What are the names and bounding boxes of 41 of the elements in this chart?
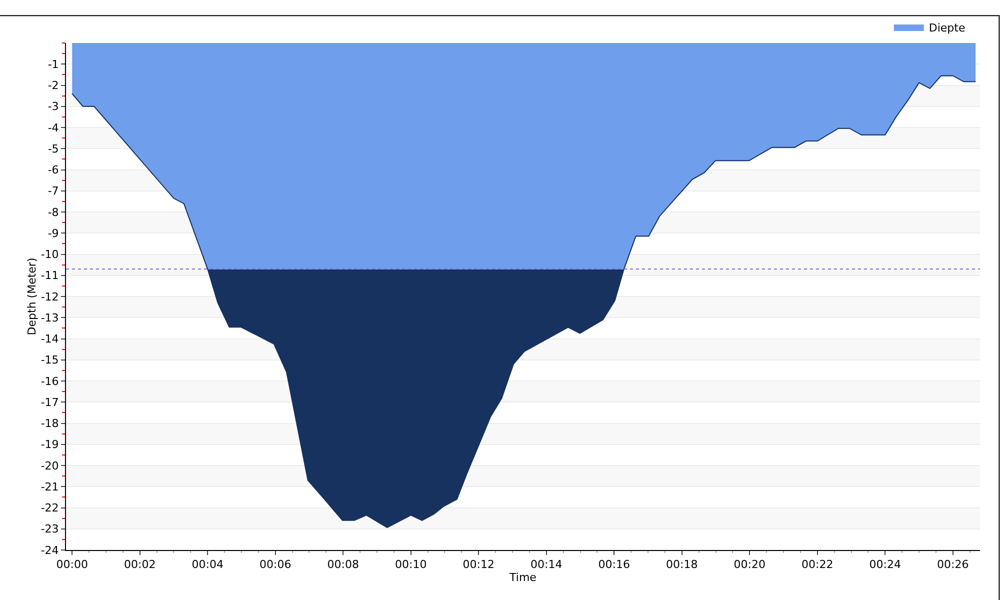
x-tick-label: 00:20 — [734, 558, 766, 572]
y-tick-label: -13 — [40, 311, 59, 324]
y-tick-label: -12 — [40, 290, 59, 304]
x-tick-label: 00:06 — [260, 558, 292, 572]
y-tick-label: -7 — [48, 184, 59, 198]
y-tick-label: -17 — [40, 396, 59, 409]
y-tick-label: -8 — [48, 206, 59, 219]
y-tick-label: -14 — [40, 332, 59, 346]
y-tick-label: -24 — [40, 544, 59, 557]
x-tick-label: 00:00 — [56, 558, 88, 572]
y-tick-label: -1 — [48, 58, 59, 71]
x-tick-label: 00:14 — [530, 558, 562, 572]
x-tick-label: 00:24 — [869, 558, 901, 572]
y-tick-label: -5 — [48, 142, 59, 156]
x-tick-label: 00:02 — [124, 558, 156, 572]
y-tick-label: -23 — [40, 522, 59, 536]
x-tick-label: 00:04 — [192, 558, 224, 572]
y-tick-label: -9 — [48, 226, 59, 240]
y-tick-label: -3 — [48, 100, 59, 114]
x-tick-label: 00:12 — [462, 558, 494, 572]
y-tick-label: -15 — [40, 354, 59, 367]
y-tick-label: -11 — [40, 269, 59, 282]
x-tick-label: 00:08 — [327, 558, 359, 572]
x-tick-label: 00:10 — [395, 558, 427, 572]
y-tick-label: -6 — [48, 164, 59, 177]
y-tick-label: -4 — [48, 121, 59, 134]
x-tick-label: 00:22 — [802, 558, 834, 572]
y-tick-label: -16 — [40, 374, 59, 388]
y-axis-title: Depth (Meter) — [25, 258, 38, 336]
y-tick-label: -22 — [40, 502, 59, 515]
x-axis-title: Time — [508, 571, 537, 584]
y-tick-label: -18 — [40, 417, 59, 430]
legend-label: Diepte — [928, 21, 966, 34]
x-tick-label: 00:16 — [598, 558, 630, 572]
x-tick-label: 00:18 — [666, 558, 698, 572]
y-tick-label: -20 — [40, 459, 59, 472]
y-tick-label: -10 — [40, 248, 59, 262]
y-tick-label: -21 — [40, 480, 59, 494]
y-tick-label: -2 — [48, 79, 59, 92]
x-tick-label: 00:26 — [937, 558, 969, 572]
y-tick-label: -19 — [40, 438, 59, 452]
